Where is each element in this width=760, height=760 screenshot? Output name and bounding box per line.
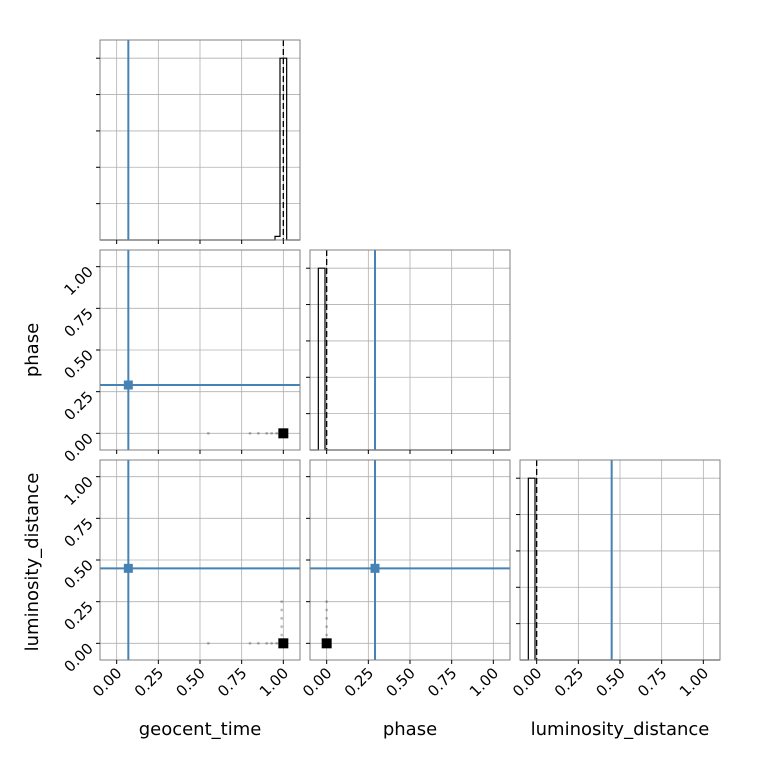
x-axis-title-luminosity-distance: luminosity_distance (531, 719, 710, 740)
scatter-phase-vs-geocent-time-point-2 (256, 431, 260, 435)
scatter-luminosity-distance-vs-phase-point-4 (325, 600, 329, 604)
y-axis-title-luminosity-distance: luminosity_distance (22, 473, 43, 652)
x-tick-label-phase-0: 0.00 (299, 664, 335, 700)
scatter-phase-vs-geocent-time-point-0 (206, 431, 210, 435)
x-tick-label-phase-4: 1.00 (466, 664, 502, 700)
x-tick-label-geocent-time-3: 0.75 (214, 664, 250, 700)
scatter-luminosity-distance-vs-geocent-time-truth-marker (123, 563, 133, 573)
x-tick-label-luminosity-distance-1: 0.25 (551, 664, 587, 700)
scatter-luminosity-distance-vs-geocent-time-point-7 (280, 633, 284, 637)
scatter-phase-vs-geocent-time-point-1 (248, 431, 252, 435)
y-tick-label-luminosity-distance-0: 0.00 (60, 639, 96, 675)
x-tick-label-luminosity-distance-0: 0.00 (509, 664, 545, 700)
y-tick-label-luminosity-distance-1: 0.25 (60, 598, 96, 634)
x-tick-label-luminosity-distance-2: 0.50 (592, 664, 628, 700)
x-axis-title-phase: phase (383, 719, 437, 740)
scatter-luminosity-distance-vs-geocent-time-point-5 (275, 641, 279, 645)
scatter-luminosity-distance-vs-geocent-time-point-0 (206, 641, 210, 645)
x-axis-title-geocent-time: geocent_time (139, 719, 262, 740)
scatter-luminosity-distance-vs-geocent-time-point-11 (280, 600, 284, 604)
scatter-luminosity-distance-vs-geocent-time-density-core (278, 638, 289, 649)
x-tick-label-phase-3: 0.75 (424, 664, 460, 700)
scatter-luminosity-distance-vs-geocent-time-point-3 (265, 641, 269, 645)
y-tick-label-phase-2: 0.50 (60, 346, 96, 382)
scatter-luminosity-distance-vs-geocent-time-point-1 (248, 641, 252, 645)
scatter-luminosity-distance-vs-geocent-time-point-10 (280, 608, 284, 612)
y-tick-label-phase-0: 0.00 (60, 429, 96, 465)
x-tick-label-geocent-time-1: 0.25 (131, 664, 167, 700)
scatter-phase-vs-geocent-time-point-4 (270, 431, 274, 435)
x-tick-label-luminosity-distance-3: 0.75 (634, 664, 670, 700)
x-tick-label-phase-2: 0.50 (382, 664, 418, 700)
scatter-luminosity-distance-vs-geocent-time-point-9 (280, 616, 284, 620)
x-tick-label-luminosity-distance-4: 1.00 (676, 664, 712, 700)
scatter-luminosity-distance-vs-phase-point-1 (325, 625, 329, 629)
scatter-phase-vs-geocent-time-density-core (278, 428, 289, 439)
scatter-phase-vs-geocent-time-point-3 (265, 431, 269, 435)
scatter-luminosity-distance-vs-phase-point-3 (325, 608, 329, 612)
x-tick-label-geocent-time-2: 0.50 (172, 664, 208, 700)
y-tick-label-luminosity-distance-3: 0.75 (60, 514, 96, 550)
y-tick-label-luminosity-distance-4: 1.00 (60, 473, 96, 509)
scatter-luminosity-distance-vs-phase-point-0 (325, 633, 329, 637)
scatter-phase-vs-geocent-time-truth-marker (123, 380, 133, 390)
y-tick-label-phase-4: 1.00 (60, 263, 96, 299)
scatter-luminosity-distance-vs-phase-density-core (321, 638, 332, 649)
y-tick-label-phase-3: 0.75 (60, 304, 96, 340)
scatter-luminosity-distance-vs-phase-truth-marker (370, 563, 380, 573)
scatter-luminosity-distance-vs-geocent-time-point-8 (280, 625, 284, 629)
y-tick-label-phase-1: 0.25 (60, 388, 96, 424)
x-tick-label-geocent-time-4: 1.00 (256, 664, 292, 700)
scatter-luminosity-distance-vs-geocent-time-point-2 (256, 641, 260, 645)
y-axis-title-phase: phase (22, 323, 43, 377)
grid-layer (100, 40, 720, 660)
scatter-luminosity-distance-vs-phase-point-2 (325, 616, 329, 620)
x-tick-label-geocent-time-0: 0.00 (89, 664, 125, 700)
scatter-luminosity-distance-vs-geocent-time-point-4 (270, 641, 274, 645)
scatter-phase-vs-geocent-time-point-5 (275, 431, 279, 435)
x-tick-label-phase-1: 0.25 (341, 664, 377, 700)
data-layer (100, 40, 720, 661)
y-tick-label-luminosity-distance-2: 0.50 (60, 556, 96, 592)
